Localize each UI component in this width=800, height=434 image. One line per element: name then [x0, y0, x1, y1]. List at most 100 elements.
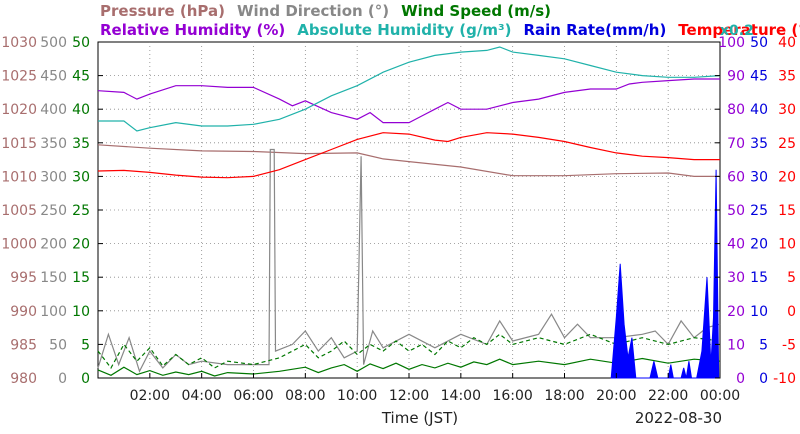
y-tick-label: 150: [40, 270, 67, 286]
y-tick-label: 50: [72, 35, 90, 51]
y-tick-label: 5: [787, 270, 796, 286]
y-tick-label: 35: [750, 136, 768, 152]
x-axis-label: Time (JST): [381, 409, 458, 427]
x-tick-label: 14:00: [441, 388, 481, 404]
y-tick-label: 35: [778, 69, 796, 85]
y-tick-label: 300: [40, 169, 67, 185]
y-tick-label: 500: [40, 35, 67, 51]
y-tick-label: 1010: [1, 169, 37, 185]
y-tick-label: 25: [750, 203, 768, 219]
series-group: [97, 46, 721, 379]
y-tick-label: 0: [81, 371, 90, 387]
y-tick-label: -10: [773, 371, 796, 387]
legend-item: Temperature (°C): [678, 21, 800, 39]
y-tick-label: 1020: [1, 102, 37, 118]
y-tick-label: 0: [787, 304, 796, 320]
y-tick-label: 15: [750, 270, 768, 286]
y-tick-label: 10: [750, 304, 768, 320]
y-tick-label: 0: [759, 371, 768, 387]
legend-item: Rain Rate(mm/h): [523, 21, 666, 39]
series-wind-speed-m-s: [97, 357, 721, 377]
y-tick-label: 1025: [1, 69, 37, 85]
y-tick-label: 980: [10, 371, 37, 387]
plot-area: [97, 41, 721, 379]
y-tick-label: 10: [727, 337, 745, 353]
legend: Pressure (hPa) Wind Direction (°) Wind Spe…: [100, 2, 800, 39]
y-tick-label: 20: [72, 237, 90, 253]
x-tick-label: 02:00: [130, 388, 170, 404]
x-tick-label: 22:00: [648, 388, 688, 404]
y-tick-label: 45: [72, 69, 90, 85]
y-tick-label: 50: [727, 203, 745, 219]
y-tick-label: 100: [40, 304, 67, 320]
y-tick-label: 30: [778, 102, 796, 118]
x-tick-label: 20:00: [596, 388, 636, 404]
y-axis-pressure: 980 985 990 995 1000 1005 1010 1015 1020 1025 1030: [1, 35, 37, 387]
series-rain-rate-mm-h: [610, 169, 720, 379]
y-tick-label: 450: [40, 69, 67, 85]
y-tick-label: 30: [72, 169, 90, 185]
x-axis: 02:00 04:00 06:00 08:00 10:00 12:00 14:00 16:00…: [130, 373, 740, 404]
series-temperature-c: [97, 132, 720, 179]
y-tick-label: 250: [40, 203, 67, 219]
y-tick-label: 10: [72, 304, 90, 320]
y-axis-humidity: 0 10 20 30 40 50 60 70 80 90 100: [718, 35, 745, 387]
y-tick-label: 200: [40, 237, 67, 253]
legend-item: Wind Speed (m/s): [401, 2, 551, 20]
y-tick-label: 40: [750, 102, 768, 118]
y-axes: 9809859909951000100510101015102010251030…: [1, 35, 796, 387]
y-axis-wind-speed: 0 5 10 15 20 25 30 35 40 45 50: [72, 35, 90, 387]
series-pressure-hpa: [97, 144, 720, 177]
y-tick-label: 90: [727, 69, 745, 85]
y-tick-label: 40: [778, 35, 796, 51]
y-tick-label: 20: [750, 237, 768, 253]
y-tick-label: 20: [727, 304, 745, 320]
y-tick-label: 0: [58, 371, 67, 387]
y-tick-label: -5: [782, 337, 796, 353]
x-tick-label: 10:00: [337, 388, 377, 404]
y-tick-label: 40: [72, 102, 90, 118]
y-tick-label: 30: [750, 169, 768, 185]
y-tick-label: 350: [40, 136, 67, 152]
y-tick-label: 60: [727, 169, 745, 185]
y-tick-label: 1000: [1, 237, 37, 253]
y-tick-label: 1030: [1, 35, 37, 51]
series-absolute-humidity-g-m: [98, 46, 721, 132]
y-tick-label: 25: [778, 136, 796, 152]
y-tick-label: 400: [40, 102, 67, 118]
y-tick-label: 30: [727, 270, 745, 286]
y-tick-label: 70: [727, 136, 745, 152]
y-tick-label: 1015: [1, 136, 37, 152]
y-tick-label: 15: [72, 270, 90, 286]
y-tick-label: 985: [10, 337, 37, 353]
y-tick-label: 10: [778, 237, 796, 253]
y-tick-label: 5: [81, 337, 90, 353]
x-tick-label: 00:00: [700, 388, 740, 404]
series-wind-direction: [97, 148, 721, 373]
y-tick-label: 50: [49, 337, 67, 353]
legend-item: Pressure (hPa): [100, 2, 225, 20]
y-tick-label: 5: [759, 337, 768, 353]
date-label: 2022-08-30: [635, 409, 722, 427]
y-tick-label: 1005: [1, 203, 37, 219]
legend-item: Absolute Humidity (g/m³): [297, 21, 511, 39]
y-tick-label: 990: [10, 304, 37, 320]
y-axis-rain-rate: 0 5 10 15 20 25 30 35 40 45 50: [750, 35, 768, 387]
series-wind-speed-m-s-gust: [97, 333, 721, 369]
x-tick-label: 18:00: [544, 388, 584, 404]
y-tick-label: 100: [718, 35, 745, 51]
x-tick-label: 04:00: [181, 388, 221, 404]
y-axis-temperature: -10 -5 0 5 10 15 20 25 30 35 40: [773, 35, 796, 387]
legend-item: Wind Direction (°): [237, 2, 389, 20]
scale-note: x0.2: [720, 23, 754, 39]
x-tick-label: 16:00: [492, 388, 532, 404]
x-tick-label: 06:00: [233, 388, 273, 404]
y-tick-label: 40: [727, 237, 745, 253]
x-tick-label: 08:00: [285, 388, 325, 404]
y-tick-label: 995: [10, 270, 37, 286]
y-axis-wind-direction: 0 50 100 150 200 250 300 350 400 450 500: [40, 35, 67, 387]
x-tick-label: 12:00: [389, 388, 429, 404]
y-tick-label: 0: [736, 371, 745, 387]
series-relative-humidity: [97, 78, 720, 124]
